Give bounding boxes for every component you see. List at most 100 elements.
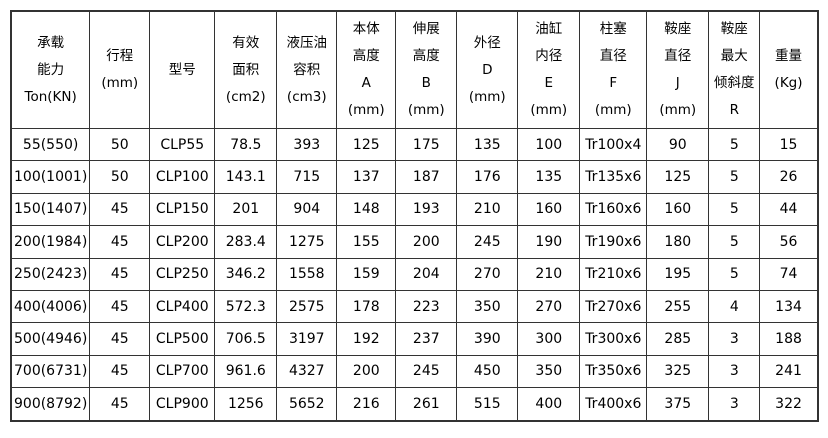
cell-effective-area: 283.4 — [214, 225, 278, 259]
cell-model: CLP200 — [149, 225, 216, 259]
cell-model: CLP900 — [149, 387, 216, 422]
cell-stroke-mm: 45 — [89, 257, 151, 291]
column-header-saddle-max-tilt-r: 鞍座 最大 倾斜度 R — [708, 10, 761, 129]
cell-extended-height-b: 193 — [395, 192, 458, 227]
cell-stroke-mm: 45 — [89, 387, 151, 422]
cell-model: CLP500 — [149, 322, 216, 356]
cell-weight-kg: 322 — [759, 387, 819, 422]
column-header-line: 柱塞 — [599, 21, 627, 37]
cell-outer-diameter-d: 390 — [456, 322, 519, 356]
cell-effective-area: 1256 — [214, 387, 278, 422]
cell-plunger-diameter-f: Tr300x6 — [579, 322, 648, 356]
cell-weight-kg: 134 — [759, 289, 819, 324]
column-header-capacity-ton-kn: 承载能力 Ton(KN) — [10, 10, 91, 129]
cell-capacity-ton-kn: 250(2423) — [10, 257, 91, 291]
cell-saddle-diameter-j: 90 — [646, 127, 710, 162]
column-header-line: 直径 — [664, 48, 692, 64]
specs-table: 承载 能力 Ton(KN) 行程 (mm) 型号 有效 面积 (cm2) 液压油 容积 (cm3) 本体… — [10, 10, 819, 422]
column-header-line: 高度 — [412, 48, 440, 64]
cell-capacity-ton-kn: 700(6731) — [10, 354, 91, 389]
column-header-line: 伸展 — [412, 21, 440, 37]
column-header-line: R — [729, 102, 739, 118]
table-row: 200(1984) 45 CLP200 283.4 1275 155 200 245 190 Tr… — [10, 225, 819, 259]
cell-extended-height-b: 204 — [395, 257, 458, 291]
column-header-line: (mm) — [407, 102, 445, 118]
cell-cylinder-bore-e: 100 — [517, 127, 581, 162]
cell-effective-area: 346.2 — [214, 257, 278, 291]
cell-outer-diameter-d: 515 — [456, 387, 519, 422]
column-header-line: D — [482, 61, 493, 78]
cell-body-height-a: 192 — [336, 322, 397, 356]
cell-stroke-mm: 45 — [89, 354, 151, 389]
cell-plunger-diameter-f: Tr400x6 — [579, 387, 648, 422]
cell-saddle-max-tilt-r: 5 — [708, 225, 761, 259]
cell-saddle-max-tilt-r: 5 — [708, 257, 761, 291]
cell-capacity-ton-kn: 200(1984) — [10, 225, 91, 259]
cell-plunger-diameter-f: Tr270x6 — [579, 289, 648, 324]
cell-weight-kg: 56 — [759, 225, 819, 259]
column-header-line: (Kg) — [774, 75, 803, 91]
cell-extended-height-b: 187 — [395, 160, 458, 194]
specs-tbody: 55(550) 50 CLP55 78.5 393 125 175 135 100 Tr100x4… — [10, 127, 819, 422]
column-header-line: (cm2) — [225, 88, 266, 105]
cell-stroke-mm: 50 — [89, 160, 151, 194]
cell-body-height-a: 148 — [336, 192, 397, 227]
cell-saddle-max-tilt-r: 3 — [708, 322, 761, 356]
cell-oil-volume: 1558 — [276, 257, 338, 291]
cell-outer-diameter-d: 245 — [456, 225, 519, 259]
cell-extended-height-b: 237 — [395, 322, 458, 356]
column-header-line: Ton(KN) — [24, 88, 77, 105]
cell-oil-volume: 1275 — [276, 225, 338, 259]
column-header-weight-kg: 重量 (Kg) — [759, 10, 819, 129]
cell-saddle-max-tilt-r: 4 — [708, 289, 761, 324]
cell-plunger-diameter-f: Tr100x4 — [579, 127, 648, 162]
column-header-line: 能力 — [37, 61, 65, 78]
cell-saddle-diameter-j: 180 — [646, 225, 710, 259]
column-header-line: E — [544, 75, 554, 91]
cell-stroke-mm: 45 — [89, 192, 151, 227]
cell-body-height-a: 159 — [336, 257, 397, 291]
column-header-line: 高度 — [352, 48, 380, 64]
cell-weight-kg: 74 — [759, 257, 819, 291]
column-header-line: (mm) — [530, 102, 568, 118]
column-header-line: (mm) — [594, 102, 632, 118]
cell-stroke-mm: 50 — [89, 127, 151, 162]
cell-capacity-ton-kn: 400(4006) — [10, 289, 91, 324]
table-row: 700(6731) 45 CLP700 961.6 4327 200 245 450 350 Tr… — [10, 354, 819, 389]
cell-weight-kg: 44 — [759, 192, 819, 227]
header-row: 承载 能力 Ton(KN) 行程 (mm) 型号 有效 面积 (cm2) 液压油 容积 (cm3) 本体… — [10, 10, 819, 129]
cell-saddle-max-tilt-r: 3 — [708, 387, 761, 422]
cell-body-height-a: 125 — [336, 127, 397, 162]
cell-body-height-a: 155 — [336, 225, 397, 259]
cell-saddle-diameter-j: 325 — [646, 354, 710, 389]
column-header-line: 内径 — [535, 48, 563, 64]
cell-body-height-a: 216 — [336, 387, 397, 422]
cell-cylinder-bore-e: 210 — [517, 257, 581, 291]
cell-effective-area: 201 — [214, 192, 278, 227]
cell-outer-diameter-d: 176 — [456, 160, 519, 194]
cell-saddle-diameter-j: 285 — [646, 322, 710, 356]
table-row: 500(4946) 45 CLP500 706.5 3197 192 237 390 300 Tr… — [10, 322, 819, 356]
cell-cylinder-bore-e: 400 — [517, 387, 581, 422]
cell-weight-kg: 15 — [759, 127, 819, 162]
cell-cylinder-bore-e: 135 — [517, 160, 581, 194]
column-header-line: (mm) — [468, 88, 506, 105]
cell-oil-volume: 904 — [276, 192, 338, 227]
cell-outer-diameter-d: 350 — [456, 289, 519, 324]
column-header-line: 承载 — [37, 34, 65, 51]
cell-outer-diameter-d: 450 — [456, 354, 519, 389]
cell-saddle-max-tilt-r: 5 — [708, 192, 761, 227]
cell-model: CLP55 — [149, 127, 216, 162]
cell-extended-height-b: 223 — [395, 289, 458, 324]
cell-plunger-diameter-f: Tr135x6 — [579, 160, 648, 194]
cell-oil-volume: 393 — [276, 127, 338, 162]
column-header-line: (cm3) — [286, 88, 327, 105]
column-header-body-height-a: 本体 高度 A (mm) — [336, 10, 397, 129]
cell-capacity-ton-kn: 100(1001) — [10, 160, 91, 194]
table-row: 250(2423) 45 CLP250 346.2 1558 159 204 270 210 Tr… — [10, 257, 819, 291]
cell-saddle-diameter-j: 255 — [646, 289, 710, 324]
column-header-line: 重量 — [775, 48, 803, 64]
column-header-line: (mm) — [659, 102, 697, 118]
cell-body-height-a: 137 — [336, 160, 397, 194]
cell-effective-area: 143.1 — [214, 160, 278, 194]
